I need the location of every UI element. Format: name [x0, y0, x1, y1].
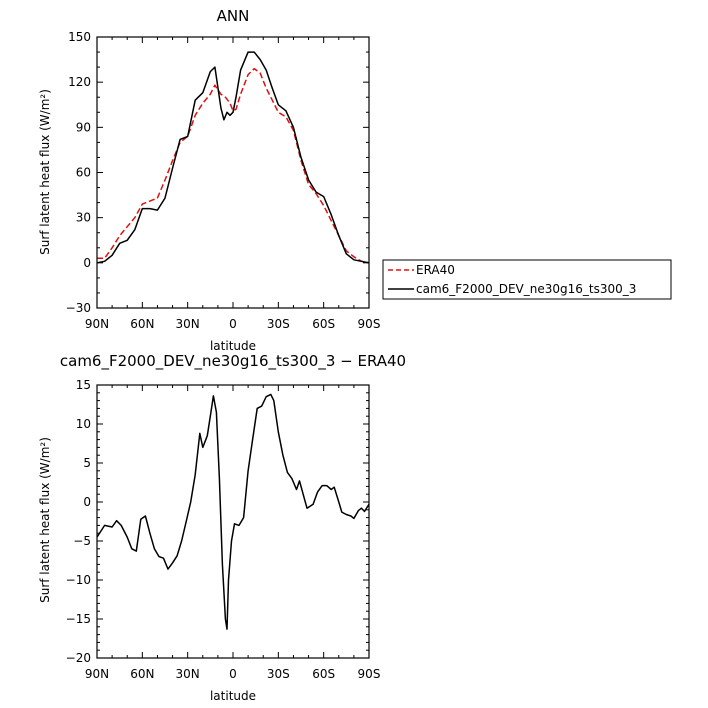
top-series-line-0	[97, 67, 370, 264]
top-x-axis-label: latitude	[210, 339, 256, 353]
bottom-x-tick-label: 90N	[85, 667, 109, 681]
top-panel: ANN 90N 60N 30N 0 30S 60S 90S1501209060300−30 …	[38, 7, 380, 353]
bottom-x-tick-label: 90S	[358, 667, 381, 681]
top-x-tick-label: 30S	[267, 317, 290, 331]
legend: ERA40 cam6_F2000_DEV_ne30g16_ts300_3	[382, 259, 672, 300]
bottom-panel: cam6_F2000_DEV_ne30g16_ts300_3 − ERA40 9…	[38, 352, 406, 703]
top-y-tick-label: 30	[76, 211, 91, 225]
top-x-tick-label: 90S	[358, 317, 381, 331]
top-y-tick-label: 90	[76, 120, 91, 134]
bottom-chart-title: cam6_F2000_DEV_ne30g16_ts300_3 − ERA40	[60, 352, 406, 371]
bottom-y-tick-label: −15	[66, 612, 91, 626]
top-y-tick-label: 150	[68, 30, 91, 44]
bottom-x-tick-label: 30S	[267, 667, 290, 681]
top-x-tick-label: 0	[229, 317, 237, 331]
bottom-x-axis-label: latitude	[210, 689, 256, 703]
bottom-y-tick-label: 15	[76, 378, 91, 392]
bottom-series-line-0	[96, 393, 370, 630]
top-series-line-1	[96, 51, 370, 264]
bottom-x-tick-label: 0	[229, 667, 237, 681]
top-y-tick-label: 120	[68, 75, 91, 89]
top-y-axis-label: Surf latent heat flux (W/m²)	[38, 89, 52, 255]
bottom-x-tick-label: 60S	[312, 667, 335, 681]
bottom-y-tick-label: 5	[83, 456, 91, 470]
bottom-y-tick-label: −10	[66, 573, 91, 587]
top-x-tick-label: 90N	[85, 317, 109, 331]
bottom-y-tick-label: −20	[66, 651, 91, 665]
legend-label-cam6: cam6_F2000_DEV_ne30g16_ts300_3	[416, 282, 636, 296]
legend-label-era40: ERA40	[416, 263, 455, 277]
top-y-tick-label: 60	[76, 166, 91, 180]
bottom-y-axis-label: Surf latent heat flux (W/m²)	[38, 437, 52, 603]
top-plot-frame	[96, 36, 370, 309]
top-x-tick-label: 60S	[312, 317, 335, 331]
top-x-tick-label: 30N	[176, 317, 200, 331]
bottom-y-tick-label: 10	[76, 417, 91, 431]
legend-box	[382, 259, 672, 300]
bottom-x-tick-label: 30N	[176, 667, 200, 681]
top-y-tick-label: 0	[83, 256, 91, 270]
bottom-plot-frame	[96, 384, 370, 659]
top-x-tick-label: 60N	[130, 317, 154, 331]
bottom-y-tick-label: 0	[83, 495, 91, 509]
top-chart-title: ANN	[217, 7, 250, 25]
bottom-x-tick-label: 60N	[130, 667, 154, 681]
top-y-tick-label: −30	[66, 301, 91, 315]
bottom-y-tick-label: −5	[73, 534, 91, 548]
